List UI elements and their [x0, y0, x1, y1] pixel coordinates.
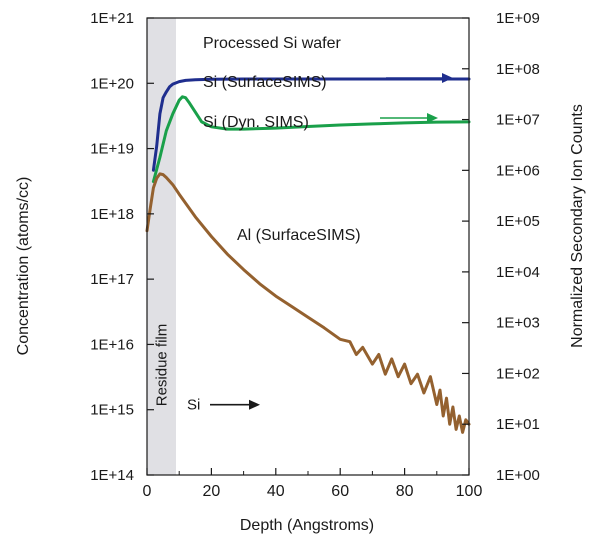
y-left-tick-label: 1E+14	[90, 467, 134, 484]
x-tick-label: 100	[456, 483, 483, 500]
y-right-tick-label: 1E+03	[496, 315, 540, 332]
y-right-tick-label: 1E+01	[496, 416, 540, 433]
series-line	[145, 172, 471, 434]
series-label: Al (SurfaceSIMS)	[237, 227, 361, 244]
annotation-arrow-head	[249, 399, 260, 410]
series-layer	[145, 77, 471, 434]
y-right-tick-label: 1E+06	[496, 162, 540, 179]
series-line	[151, 77, 471, 172]
residue-film-label: Residue film	[153, 324, 170, 407]
y-right-tick-label: 1E+05	[496, 213, 540, 230]
ticks-layer: 0 20 40 60 80 100 1E+14 1E+15 1E+16 1E+17 1E+18 1E+…	[90, 10, 540, 500]
y-left-tick-label: 1E+16	[90, 336, 134, 353]
annotation-label: Si	[187, 397, 200, 414]
series-label: Si (Dyn. SIMS)	[203, 114, 309, 131]
x-axis-label: Depth (Angstroms)	[240, 517, 374, 534]
series-arrow-head	[442, 73, 453, 83]
y-left-tick-label: 1E+17	[90, 271, 134, 288]
y-axis-label-right: Normalized Secondary Ion Counts	[569, 104, 586, 348]
x-tick-label: 80	[396, 483, 414, 500]
y-right-tick-label: 1E+04	[496, 264, 540, 281]
y-left-tick-label: 1E+21	[90, 10, 134, 27]
y-left-tick-label: 1E+15	[90, 402, 134, 419]
y-left-tick-label: 1E+20	[90, 75, 134, 92]
labels-layer: Residue film Si (SurfaceSIMS) Si (Dyn. SIM…	[153, 73, 453, 414]
residue-region	[147, 18, 176, 475]
y-right-tick-label: 1E+07	[496, 112, 540, 129]
chart-title: Processed Si wafer	[203, 35, 342, 52]
y-left-tick-label: 1E+18	[90, 206, 134, 223]
x-tick-label: 20	[203, 483, 221, 500]
y-axis-label-left: Concentration (atoms/cc)	[15, 177, 32, 356]
y-right-tick-label: 1E+00	[496, 467, 540, 484]
residue-film-band	[147, 18, 176, 475]
series-label: Si (SurfaceSIMS)	[203, 74, 327, 91]
y-right-tick-label: 1E+09	[496, 10, 540, 27]
series-line	[151, 95, 471, 184]
y-right-tick-label: 1E+02	[496, 365, 540, 382]
y-left-tick-label: 1E+19	[90, 141, 134, 158]
x-tick-label: 40	[267, 483, 285, 500]
x-tick-label: 60	[331, 483, 349, 500]
y-right-tick-label: 1E+08	[496, 61, 540, 78]
x-tick-label: 0	[143, 483, 152, 500]
series-arrow-head	[427, 113, 438, 123]
